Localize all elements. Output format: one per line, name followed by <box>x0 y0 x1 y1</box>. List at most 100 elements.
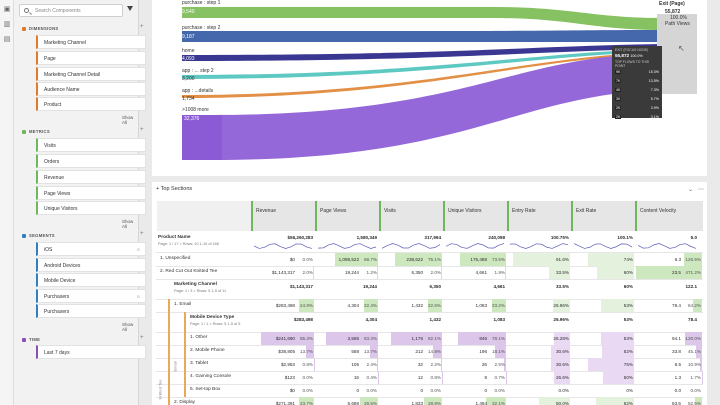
cell-value: 91.6% <box>555 257 569 262</box>
dimensions-icon <box>22 26 26 31</box>
segment-item[interactable]: Purchasers ⊙ <box>36 289 146 303</box>
search-input[interactable]: Search Components <box>19 4 123 17</box>
pagination-info[interactable]: Page: 1 / 17 > Rows: 10 1-10 of 168 <box>158 242 219 246</box>
add-dimension-icon[interactable]: + <box>140 24 144 30</box>
table-row-label[interactable]: 2. Mobile Phone <box>190 348 225 353</box>
segment-item[interactable]: Mobile Device <box>36 273 146 287</box>
metric-item[interactable]: Page Views <box>36 186 146 200</box>
segment-item[interactable]: Purchasers <box>36 304 146 318</box>
more-icon[interactable]: ⋯ <box>698 187 704 193</box>
cell-value: $2,953 <box>280 362 295 367</box>
column-header[interactable]: Revenue <box>251 201 315 231</box>
metric-item[interactable]: Revenue <box>36 170 146 184</box>
dimensions-header[interactable]: DIMENSIONS <box>22 26 59 31</box>
breakdown-header[interactable]: Marketing Channel <box>174 282 217 287</box>
cell-bar <box>364 299 378 312</box>
flow-node-label[interactable]: purchase : step 2 <box>182 25 221 31</box>
table-row-label[interactable]: 1. Email <box>174 302 192 307</box>
flow-node-value: 1,734 <box>182 96 195 102</box>
table-row-label[interactable]: 5. Set-top Box <box>190 387 221 392</box>
breakdown-header[interactable]: Mobile Device Type <box>190 315 235 320</box>
flow-ribbon-step1[interactable] <box>182 7 662 30</box>
cell-value: 53% <box>623 303 633 308</box>
segments-header[interactable]: SEGMENTS <box>22 233 55 238</box>
flow-ribbon-home[interactable] <box>182 44 662 61</box>
flow-ribbon-step2[interactable] <box>182 30 662 42</box>
metric-item[interactable]: Orders <box>36 154 146 168</box>
column-header[interactable]: Content Velocity <box>635 201 703 231</box>
column-header[interactable]: Page Views <box>315 201 379 231</box>
cell-value: 60% <box>623 270 633 275</box>
table-row-label[interactable]: 1. Other <box>190 335 208 340</box>
visualizations-icon[interactable]: ▥ <box>3 21 11 28</box>
flow-node-label[interactable]: home <box>182 48 195 54</box>
time-header[interactable]: TIME <box>22 337 40 342</box>
table-row-label[interactable]: 3. Tablet <box>190 361 209 366</box>
filter-icon[interactable] <box>127 6 133 11</box>
product-name-header[interactable]: Product Name <box>158 235 191 240</box>
flow-node-label[interactable]: app : ... step 2 <box>182 68 214 74</box>
segment-info-icon[interactable]: ⊙ <box>136 247 140 252</box>
flow-ribbon-more[interactable] <box>182 54 662 160</box>
cell-bar <box>700 358 702 371</box>
breakdown-pagination[interactable]: Page: 1 / 3 > Rows: 5 1-5 of 11 <box>174 289 227 293</box>
cell-value: 212 <box>415 349 423 354</box>
cell-bar <box>395 253 442 266</box>
cell-percent: 0.0% <box>366 388 377 393</box>
cell-percent: 64.2% <box>687 303 701 308</box>
flow-ribbon-app-step2[interactable] <box>182 49 662 79</box>
segment-item[interactable]: Android Devices <box>36 258 146 272</box>
metric-item[interactable]: Visits <box>36 138 146 152</box>
segment-info-icon[interactable]: ⊙ <box>136 294 140 299</box>
table-row-label[interactable]: 1. Unspecified <box>160 256 191 261</box>
cell-value: 8.5 <box>674 362 681 367</box>
panels-icon[interactable]: ▣ <box>3 6 11 13</box>
add-metric-icon[interactable]: + <box>140 127 144 133</box>
flow-node-label[interactable]: app : ...details <box>182 88 214 94</box>
dimension-item[interactable]: Audience Name <box>36 82 146 96</box>
cell-bar <box>460 253 506 266</box>
column-header[interactable]: Unique Visitors <box>443 201 507 231</box>
cell-value: $0 <box>289 257 295 262</box>
column-header[interactable]: Exit Rate <box>571 201 635 231</box>
exit-node[interactable] <box>657 14 697 94</box>
cell-bar <box>695 345 702 358</box>
cell-bar <box>298 299 314 312</box>
table-row-label[interactable]: 2. Display <box>174 400 196 405</box>
flow-node-label[interactable]: purchase : step 1 <box>182 0 221 6</box>
collapse-icon[interactable]: + <box>156 186 160 192</box>
dimension-item[interactable]: Marketing Channel Detail <box>36 67 146 81</box>
cell-bar <box>359 397 378 405</box>
left-node-more[interactable] <box>182 115 222 160</box>
cell-value: 19,244 <box>344 270 359 275</box>
panel-title[interactable]: + Top Sections <box>156 186 193 192</box>
metric-item[interactable]: Unique Visitors <box>36 201 146 215</box>
dimension-item[interactable]: Page <box>36 51 146 65</box>
flow-ribbons <box>182 7 697 160</box>
segment-item[interactable]: iOS ⊙ <box>36 242 146 256</box>
dimensions-show-all[interactable]: Show All <box>122 115 134 125</box>
add-time-icon[interactable]: + <box>140 335 144 341</box>
flow-ribbon-app-details[interactable] <box>182 52 662 98</box>
segments-show-all[interactable]: Show All <box>122 322 134 332</box>
dimension-item[interactable]: Marketing Channel <box>36 35 146 49</box>
add-segment-icon[interactable]: + <box>140 231 144 237</box>
dimension-item[interactable]: Product <box>36 97 146 111</box>
cell-percent: 471.2% <box>685 270 701 275</box>
metrics-show-all[interactable]: Show All <box>122 219 134 229</box>
column-header[interactable]: Visits <box>379 201 443 231</box>
breakdown-pagination[interactable]: Page: 1 / 1 > Rows: 5 1-5 of 5 <box>190 322 241 326</box>
cursor-icon: ↖ <box>678 44 685 53</box>
time-item[interactable]: Last 7 days <box>36 345 146 359</box>
chevron-down-icon[interactable]: ⌄ <box>688 187 694 193</box>
cell-value: 26.6% <box>555 375 569 380</box>
metrics-header[interactable]: METRICS <box>22 129 50 134</box>
flow-node-label[interactable]: >1008 more <box>182 107 209 113</box>
breakdown-side-label: Knitted Tee <box>157 379 163 400</box>
column-header[interactable]: Entry Rate <box>507 201 571 231</box>
metric-color-bar <box>443 201 445 231</box>
column-total: 100.75% <box>550 235 569 240</box>
table-row-label[interactable]: 2. Red Cut Out Knitted Tee <box>160 269 218 274</box>
table-row-label[interactable]: 4. Gaming Console <box>190 374 232 379</box>
components-icon[interactable]: ▤ <box>3 36 11 43</box>
